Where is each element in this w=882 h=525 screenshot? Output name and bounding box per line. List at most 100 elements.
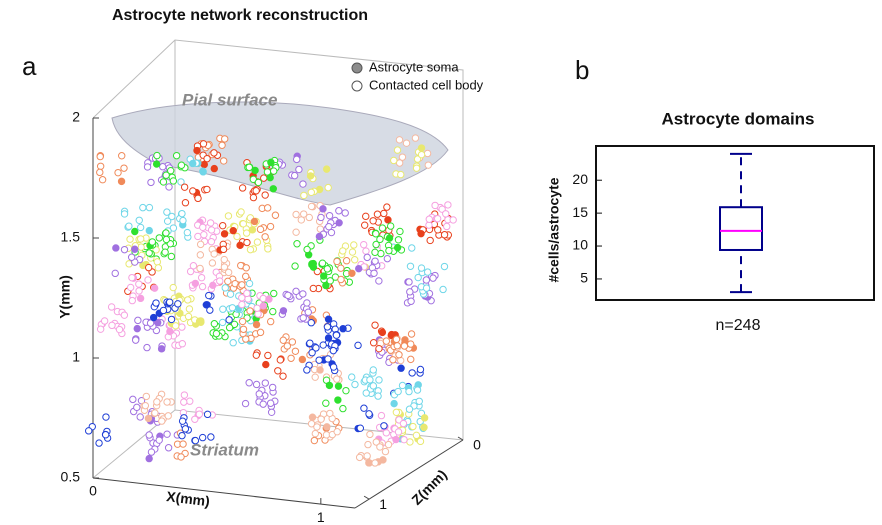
cell-marker bbox=[248, 226, 257, 234]
cell-marker bbox=[178, 417, 187, 425]
cell-marker bbox=[135, 280, 143, 288]
cell-marker bbox=[210, 164, 218, 173]
cell-marker bbox=[96, 325, 105, 333]
cell-marker bbox=[325, 222, 333, 231]
cell-marker bbox=[251, 166, 259, 175]
cell-marker bbox=[164, 412, 172, 420]
cell-marker bbox=[111, 269, 119, 278]
cell-marker bbox=[189, 159, 197, 168]
cell-marker bbox=[255, 390, 263, 398]
cell-marker bbox=[145, 226, 154, 235]
cell-marker bbox=[335, 207, 343, 215]
cell-marker bbox=[131, 245, 139, 253]
cell-marker bbox=[431, 201, 439, 210]
cell-marker bbox=[180, 391, 189, 399]
cell-marker bbox=[252, 320, 261, 329]
cell-marker bbox=[337, 275, 345, 284]
x-tick-label: 0 bbox=[89, 483, 97, 499]
cell-marker bbox=[311, 373, 319, 381]
cell-marker bbox=[212, 329, 221, 338]
cell-marker bbox=[189, 262, 198, 270]
cell-marker bbox=[181, 425, 190, 433]
cell-marker bbox=[369, 339, 378, 347]
cell-marker bbox=[128, 296, 136, 305]
cell-marker bbox=[261, 379, 269, 387]
cell-marker bbox=[269, 167, 278, 175]
cell-marker bbox=[181, 198, 190, 207]
cell-marker bbox=[219, 157, 228, 165]
cell-marker bbox=[334, 382, 343, 390]
cell-marker bbox=[242, 272, 250, 281]
cell-marker bbox=[245, 279, 254, 288]
cell-marker bbox=[191, 415, 199, 423]
cell-marker bbox=[96, 152, 104, 161]
cell-marker bbox=[250, 217, 259, 226]
cell-marker bbox=[375, 376, 383, 384]
cell-marker bbox=[424, 161, 433, 169]
legend-label: Astrocyte soma bbox=[369, 59, 459, 74]
cell-marker bbox=[125, 222, 133, 230]
cell-marker bbox=[305, 213, 313, 222]
cell-marker bbox=[329, 346, 338, 355]
cell-marker bbox=[370, 269, 378, 277]
cell-marker bbox=[218, 318, 227, 327]
cell-marker bbox=[433, 214, 442, 223]
legend-label: Contacted cell body bbox=[369, 77, 484, 92]
cell-marker bbox=[203, 185, 211, 194]
cell-marker bbox=[397, 364, 405, 372]
cell-marker bbox=[292, 210, 300, 219]
cell-marker bbox=[307, 202, 316, 211]
cell-marker bbox=[85, 427, 93, 435]
cell-marker bbox=[383, 254, 392, 263]
cell-marker bbox=[206, 219, 215, 227]
cell-marker bbox=[299, 314, 307, 322]
y-tick-label: 10 bbox=[572, 237, 588, 253]
cell-marker bbox=[242, 335, 250, 343]
cell-marker bbox=[365, 410, 373, 418]
cell-marker bbox=[405, 278, 413, 286]
cell-marker bbox=[191, 436, 200, 445]
cell-marker bbox=[381, 447, 390, 456]
cell-marker bbox=[279, 307, 288, 315]
cell-marker bbox=[392, 335, 401, 343]
cell-marker bbox=[126, 235, 134, 243]
cell-marker bbox=[129, 395, 137, 404]
y-tick-label: 1 bbox=[72, 349, 80, 365]
cell-marker bbox=[144, 276, 152, 284]
cell-marker bbox=[264, 245, 272, 253]
y-tick-label: 5 bbox=[580, 270, 588, 286]
cell-marker bbox=[196, 251, 205, 259]
cell-marker bbox=[339, 404, 347, 413]
cell-marker bbox=[350, 241, 358, 249]
cell-marker bbox=[200, 231, 208, 239]
cell-marker bbox=[310, 436, 319, 445]
cell-marker bbox=[319, 205, 327, 213]
cell-marker bbox=[407, 297, 415, 305]
cell-marker bbox=[444, 201, 452, 209]
cell-marker bbox=[136, 413, 144, 421]
cell-marker bbox=[177, 161, 186, 169]
cell-marker bbox=[209, 281, 217, 290]
cell-marker bbox=[233, 232, 241, 241]
cell-marker bbox=[423, 149, 432, 158]
cell-marker bbox=[153, 151, 161, 160]
cell-marker bbox=[252, 187, 260, 195]
cell-marker bbox=[324, 334, 333, 342]
cell-marker bbox=[312, 344, 320, 352]
cell-marker bbox=[348, 373, 356, 381]
cell-marker bbox=[220, 263, 229, 271]
cell-marker bbox=[406, 262, 415, 270]
cell-marker bbox=[303, 299, 311, 307]
cell-marker bbox=[417, 264, 426, 272]
cell-marker bbox=[154, 318, 162, 327]
cell-marker bbox=[167, 252, 176, 261]
cell-marker bbox=[442, 210, 450, 218]
cell-marker bbox=[101, 431, 110, 439]
cell-marker bbox=[96, 162, 105, 170]
cell-marker bbox=[417, 229, 425, 238]
cell-marker bbox=[100, 317, 109, 325]
cell-marker bbox=[196, 240, 205, 249]
cell-marker bbox=[337, 264, 345, 272]
cell-marker bbox=[323, 423, 331, 431]
